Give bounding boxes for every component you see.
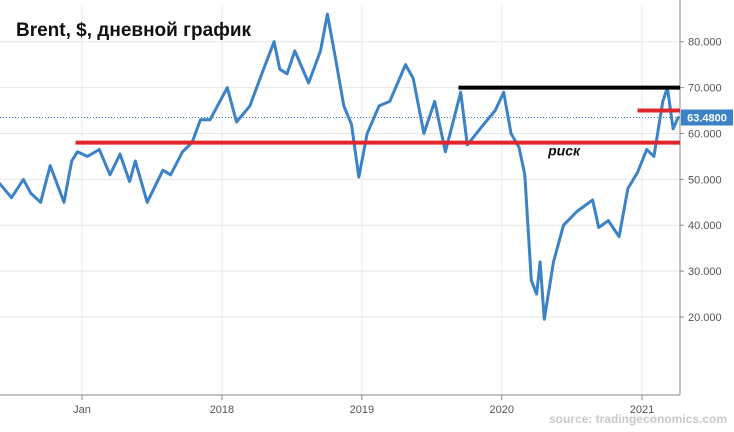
y-tick-label: 70.000 (688, 83, 722, 95)
level-lines (75, 85, 680, 145)
y-tick-label: 80.000 (688, 37, 722, 49)
price-series-line (0, 12, 680, 321)
x-tick-label: 2018 (210, 404, 234, 416)
source-label: source: tradingeconomics.com (549, 412, 727, 426)
x-tick-label: 2021 (630, 404, 654, 416)
axes: 20.000 30.000 40.000 50.000 60.000 70.000 80.0… (0, 0, 722, 416)
y-tick-label: 50.000 (688, 174, 722, 186)
y-tick-label: 40.000 (688, 220, 722, 232)
x-tick-label: Jan (73, 404, 91, 416)
last-value-badge (681, 109, 733, 126)
x-tick-label: 2019 (350, 404, 374, 416)
x-tick-label: 2020 (490, 404, 514, 416)
y-tick-label: 60.000 (688, 128, 722, 140)
y-tick-label: 20.000 (688, 312, 722, 324)
labels: 63.4800 риск (547, 109, 733, 158)
grid (0, 5, 680, 395)
chart-title: Brent, $, дневной график (16, 20, 252, 41)
annotation-text: риск (547, 142, 581, 158)
y-tick-label: 30.000 (688, 266, 722, 278)
series (0, 12, 680, 321)
last-value-label: 63.4800 (687, 113, 727, 125)
